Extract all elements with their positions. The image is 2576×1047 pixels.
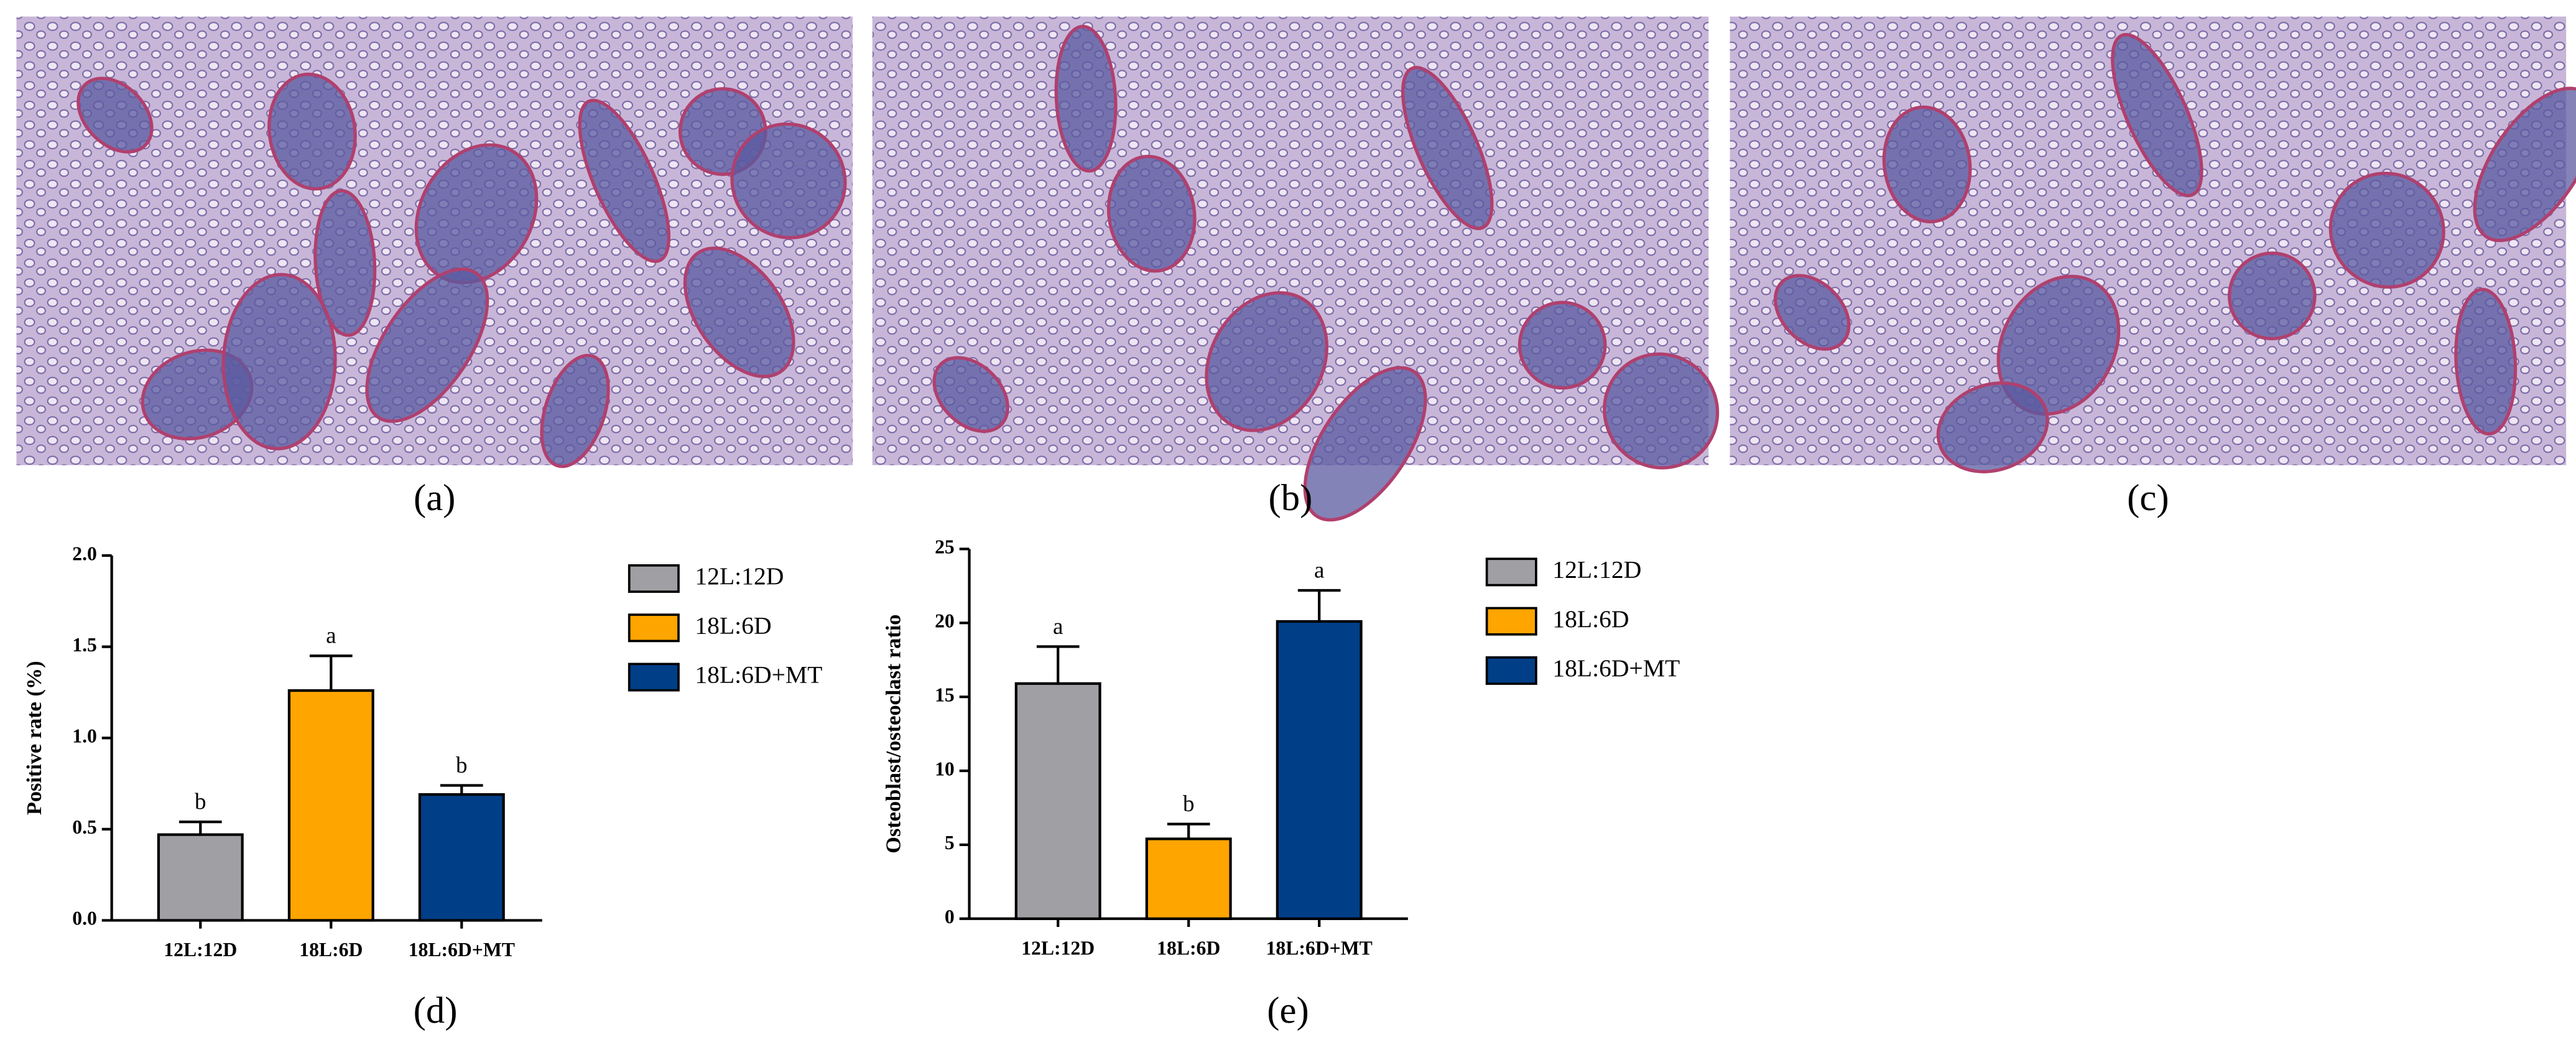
bar [157, 833, 244, 922]
significance-letter: b [456, 752, 467, 778]
panel-label: (e) [1267, 990, 1309, 1031]
tissue-region [1205, 291, 1328, 432]
tissue-region [1106, 154, 1197, 273]
bar [1276, 620, 1363, 920]
tissue-region [1517, 300, 1607, 390]
x-tick-label: 12L:12D [164, 939, 237, 961]
panel-label: (c) [2127, 477, 2169, 519]
panel-label: (d) [414, 990, 458, 1031]
bar [287, 689, 374, 922]
significance-letter: b [195, 789, 206, 814]
y-tick-label: 0.0 [72, 908, 97, 929]
tissue-region [730, 122, 847, 240]
significance-letter: a [326, 623, 336, 648]
error-bar [1036, 645, 1080, 684]
error-bar [178, 820, 222, 835]
y-tick-label: 0 [945, 906, 955, 928]
bar [418, 793, 505, 922]
y-tick-label: 20 [935, 610, 955, 632]
tissue-region [313, 189, 377, 337]
tissue-region [932, 356, 1009, 433]
legend-swatch [1485, 656, 1537, 685]
legend-swatch [628, 564, 680, 593]
legend-label: 18L:6D [695, 612, 771, 639]
x-tick-label: 18L:6D+MT [409, 939, 515, 961]
tissue-region [2227, 251, 2317, 340]
x-tick-label: 18L:6D+MT [1266, 937, 1373, 959]
legend-label: 18L:6D+MT [695, 661, 822, 689]
legend-swatch [1485, 557, 1537, 587]
y-tick-label: 5 [945, 832, 955, 854]
x-tick-label: 18L:6D [299, 939, 363, 961]
y-tick-label: 1.0 [72, 725, 97, 747]
legend-swatch [1485, 607, 1537, 636]
micrographs [16, 16, 2576, 522]
y-tick-label: 2.0 [72, 542, 97, 564]
x-tick-label: 12L:12D [1021, 937, 1095, 959]
significance-letter: a [1053, 613, 1063, 639]
error-bar [1167, 822, 1210, 839]
y-tick-label: 15 [935, 684, 955, 705]
legend-label: 12L:12D [1552, 556, 1641, 584]
tissue-region [1303, 366, 1427, 522]
tissue-region [1401, 65, 1494, 230]
y-tick-label: 0.5 [72, 816, 97, 838]
legend-swatch [628, 663, 680, 692]
legend-label: 12L:12D [695, 562, 784, 590]
x-tick-label: 18L:6D [1157, 937, 1220, 959]
significance-letter: b [1183, 791, 1194, 816]
bar [1014, 682, 1101, 920]
panel-label: (b) [1269, 477, 1313, 519]
bar [1145, 837, 1232, 920]
y-tick-label: 10 [935, 758, 955, 779]
tissue-region [365, 267, 489, 423]
significance-letter: a [1314, 557, 1324, 582]
tissue-region [1603, 352, 1720, 470]
tissue-region [540, 353, 610, 468]
y-tick-label: 1.5 [72, 634, 97, 656]
error-bar [440, 784, 483, 795]
error-bar [1297, 589, 1341, 621]
tissue-region [221, 272, 337, 450]
y-axis-label: Osteoblast/osteoclast ratio [882, 615, 906, 854]
tissue-region [683, 246, 795, 378]
tissue-region [1936, 381, 2049, 473]
legend-swatch [628, 613, 680, 643]
tissue-region [2328, 171, 2445, 289]
tissue-region [578, 98, 671, 263]
panel-label: (a) [414, 477, 455, 519]
tissue-region [76, 77, 154, 154]
tissue-region [2111, 33, 2203, 198]
tissue-region [1882, 105, 1972, 224]
tissue-region [2454, 287, 2518, 436]
tissue-region [2473, 86, 2576, 243]
error-bar [309, 654, 353, 691]
legend-label: 18L:6D+MT [1552, 654, 1680, 682]
legend-label: 18L:6D [1552, 605, 1629, 633]
y-tick-label: 25 [935, 536, 955, 558]
tissue-region [267, 72, 357, 191]
tissue-region [1054, 24, 1118, 173]
y-axis-label: Positive rate (%) [22, 661, 46, 815]
tissue-region [1773, 274, 1851, 351]
